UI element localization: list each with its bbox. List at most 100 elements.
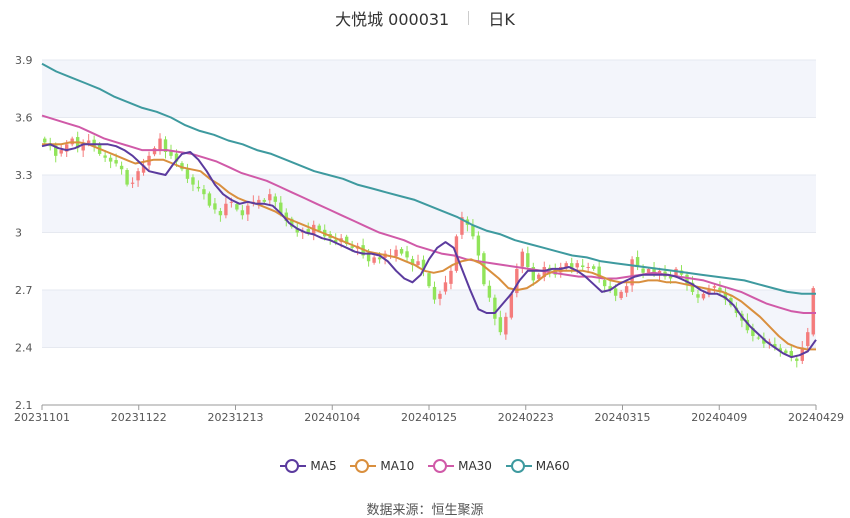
candle-body bbox=[158, 138, 162, 151]
candle-body bbox=[257, 199, 261, 204]
candle-body bbox=[498, 317, 503, 333]
candle-body bbox=[537, 274, 541, 279]
candle-body bbox=[613, 288, 618, 296]
legend-ma5-icon bbox=[280, 459, 307, 473]
candle-body bbox=[196, 186, 201, 189]
candle-body bbox=[163, 139, 168, 152]
grid-band bbox=[42, 290, 816, 348]
source-value: 恒生聚源 bbox=[431, 503, 484, 518]
candle-body bbox=[333, 239, 338, 243]
candle-body bbox=[685, 274, 689, 285]
candle-body bbox=[92, 139, 96, 147]
y-tick-label: 2.1 bbox=[15, 399, 33, 412]
candle-body bbox=[284, 212, 288, 221]
candle-body bbox=[394, 249, 398, 257]
candle-body bbox=[586, 267, 590, 268]
legend-ma10-icon bbox=[350, 459, 377, 473]
candle-body bbox=[526, 253, 530, 267]
candle-body bbox=[290, 218, 294, 227]
candle-body bbox=[460, 217, 464, 235]
candle-body bbox=[762, 337, 766, 344]
candle-body bbox=[344, 236, 349, 244]
legend-item-ma10[interactable]: MA10 bbox=[350, 459, 414, 473]
candle-body bbox=[602, 280, 607, 287]
candle-body bbox=[795, 358, 799, 361]
legend-ma5-label: MA5 bbox=[310, 458, 337, 473]
y-tick-label: 2.4 bbox=[15, 342, 33, 355]
candle-body bbox=[273, 196, 277, 202]
candle-body bbox=[81, 142, 85, 151]
candle-body bbox=[767, 341, 772, 343]
candle-body bbox=[246, 205, 250, 215]
candle-body bbox=[207, 193, 212, 206]
legend-ma30-label: MA30 bbox=[458, 458, 492, 473]
candle-body bbox=[635, 257, 640, 267]
candle-body bbox=[701, 293, 706, 299]
candle-body bbox=[789, 350, 793, 358]
candle-body bbox=[570, 263, 574, 269]
candle-body bbox=[581, 265, 585, 267]
candle-body bbox=[262, 199, 267, 202]
candle-body bbox=[191, 177, 195, 185]
candle-body bbox=[504, 316, 508, 335]
period-tab[interactable]: 日K bbox=[488, 10, 515, 29]
x-tick-label: 20240125 bbox=[401, 411, 457, 424]
candle-body bbox=[449, 270, 453, 284]
candle-body bbox=[575, 263, 579, 268]
candle-body bbox=[152, 148, 157, 155]
candle-body bbox=[668, 275, 673, 279]
legend-item-ma5[interactable]: MA5 bbox=[280, 458, 337, 473]
candle-body bbox=[317, 225, 321, 231]
candle-body bbox=[399, 248, 404, 254]
candle-body bbox=[108, 157, 113, 162]
candle-body bbox=[773, 344, 777, 348]
ma5-line bbox=[41, 143, 817, 359]
grid-band bbox=[42, 60, 816, 118]
candle-body bbox=[756, 337, 761, 339]
chart-title: 大悦城 000031 bbox=[335, 10, 450, 29]
legend: MA5 MA10 MA30 MA60 bbox=[0, 458, 850, 473]
candle-body bbox=[707, 290, 711, 294]
legend-item-ma30[interactable]: MA30 bbox=[428, 459, 492, 473]
candle-body bbox=[240, 210, 245, 216]
candle-body bbox=[421, 259, 426, 271]
candle-body bbox=[136, 171, 140, 181]
ma60-line bbox=[41, 62, 816, 295]
candle-body bbox=[597, 266, 601, 279]
candle-body bbox=[235, 204, 239, 210]
candle-body bbox=[202, 189, 206, 195]
candle-body bbox=[619, 291, 623, 299]
chart-title-row: 大悦城 000031 日K bbox=[0, 6, 850, 29]
candle-body bbox=[65, 144, 69, 152]
candle-body bbox=[224, 203, 228, 216]
candle-body bbox=[487, 285, 492, 298]
candle-body bbox=[125, 170, 129, 185]
ma10-line bbox=[42, 141, 816, 351]
x-tick-label: 20231213 bbox=[208, 411, 264, 424]
y-tick-label: 2.7 bbox=[15, 284, 33, 297]
candle-body bbox=[141, 165, 146, 173]
candle-body bbox=[372, 257, 376, 263]
candle-body bbox=[169, 151, 173, 156]
candle-body bbox=[630, 259, 634, 286]
candle-body bbox=[306, 229, 310, 233]
candle-body bbox=[432, 286, 437, 300]
candle-body bbox=[493, 297, 497, 319]
candle-body bbox=[531, 267, 535, 281]
legend-item-ma60[interactable]: MA60 bbox=[505, 459, 570, 473]
candle-body bbox=[564, 263, 568, 269]
data-source: 数据来源：恒生聚源 bbox=[0, 499, 850, 518]
candle-body bbox=[690, 282, 695, 292]
candle-body bbox=[213, 203, 217, 210]
ma30-line bbox=[41, 114, 816, 314]
y-tick-label: 3 bbox=[15, 227, 22, 240]
candle-body bbox=[279, 202, 283, 214]
legend-ma60-icon bbox=[505, 459, 532, 473]
candle-body bbox=[218, 211, 223, 216]
x-tick-label: 20240409 bbox=[691, 411, 747, 424]
candle-body bbox=[646, 268, 651, 273]
candle-body bbox=[806, 332, 810, 346]
candle-body bbox=[119, 165, 124, 170]
y-tick-label: 3.6 bbox=[15, 112, 33, 125]
